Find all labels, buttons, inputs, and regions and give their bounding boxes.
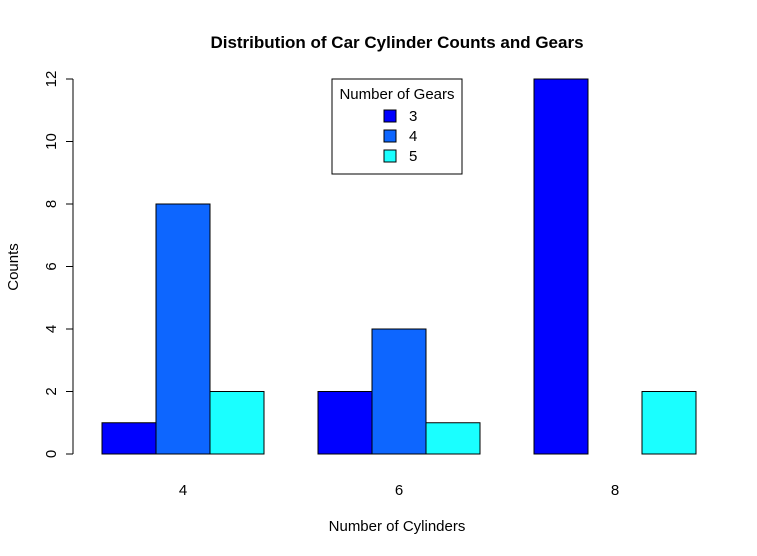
bar-cyl-4-gear-5: [209, 391, 265, 455]
x-tick-label: 4: [179, 482, 187, 499]
bar-cyl-6-gear-5: [425, 422, 481, 455]
y-tick-label: 4: [43, 325, 60, 333]
x-axis-tick-labels: 4 6 8: [179, 482, 619, 499]
y-tick-label: 6: [43, 262, 60, 270]
x-axis-label: Number of Cylinders: [329, 518, 466, 535]
y-axis: 0 2 4 6 8 10 12: [43, 71, 74, 458]
y-tick-label: 8: [43, 200, 60, 208]
bar-cyl-6-gear-3: [317, 391, 373, 455]
y-tick-label: 12: [43, 71, 60, 88]
y-tick-label: 0: [43, 450, 60, 458]
legend-label-5: 5: [409, 148, 417, 165]
bar-cyl-4-gear-4: [155, 203, 211, 455]
legend: Number of Gears 3 4 5: [331, 78, 463, 175]
legend-label-3: 3: [409, 108, 417, 125]
bar-cyl-8-gear-5: [641, 391, 697, 455]
chart-title: Distribution of Car Cylinder Counts and …: [210, 33, 583, 52]
bar-cyl-6-gear-4: [371, 328, 427, 455]
y-tick-label: 2: [43, 387, 60, 395]
bar-cyl-4-gear-3: [101, 422, 157, 455]
x-tick-label: 8: [611, 482, 619, 499]
legend-swatch-5: [383, 149, 397, 163]
legend-swatch-4: [383, 129, 397, 143]
x-tick-label: 6: [395, 482, 403, 499]
legend-box: [331, 78, 463, 175]
y-tick-label: 10: [43, 133, 60, 150]
y-axis-label: Counts: [5, 243, 22, 291]
legend-label-4: 4: [409, 128, 417, 145]
bars: [101, 78, 697, 455]
legend-swatch-3: [383, 109, 397, 123]
bar-cyl-8-gear-3: [533, 78, 589, 455]
legend-title: Number of Gears: [339, 86, 454, 103]
